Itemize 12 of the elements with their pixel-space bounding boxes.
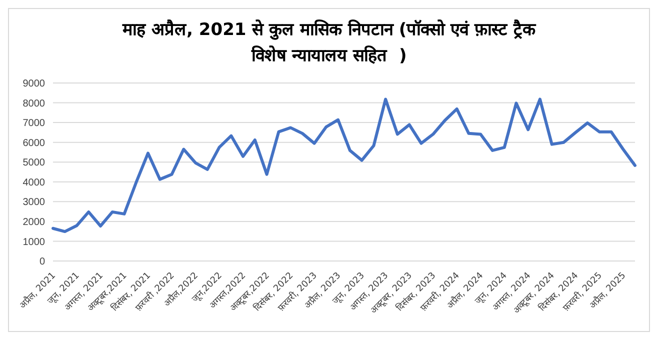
y-tick-label: 4000 xyxy=(22,177,46,188)
y-tick-label: 1000 xyxy=(22,236,46,248)
y-tick-label: 9000 xyxy=(22,78,46,90)
line-series xyxy=(52,98,636,234)
y-tick-label: 5000 xyxy=(22,158,46,169)
y-tick-label: 8000 xyxy=(22,98,46,110)
chart-title: माह अप्रैल, 2021 से कुल मासिक निपटान (पॉक्सो एवं फ़ास्ट ट्रैक विशेष न्यायालय सहित ) xyxy=(121,18,538,68)
y-tick-label: 0 xyxy=(39,256,46,268)
y-tick-label: 2000 xyxy=(22,216,46,228)
y-tick-label: 3000 xyxy=(22,197,46,208)
y-tick-label: 7000 xyxy=(22,118,46,130)
y-tick-label: 6000 xyxy=(22,138,46,149)
